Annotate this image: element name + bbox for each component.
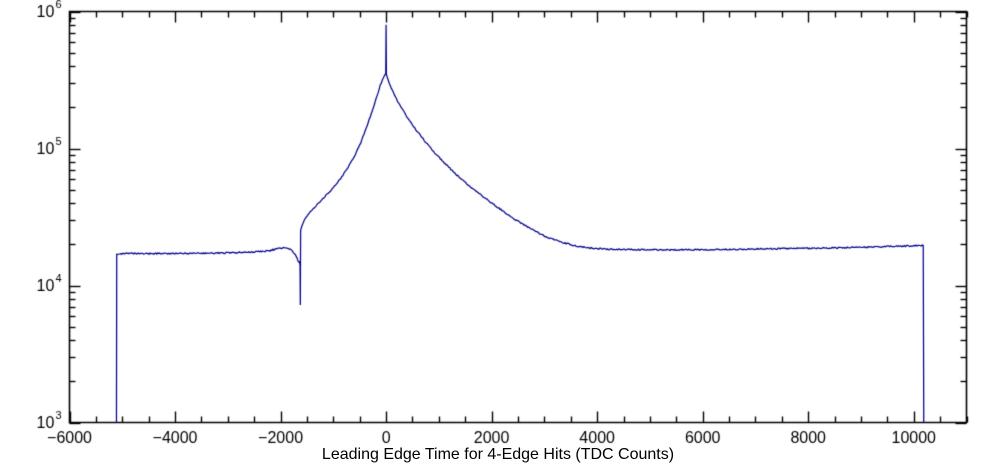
x-axis-title: Leading Edge Time for 4-Edge Hits (TDC C… bbox=[321, 446, 675, 463]
